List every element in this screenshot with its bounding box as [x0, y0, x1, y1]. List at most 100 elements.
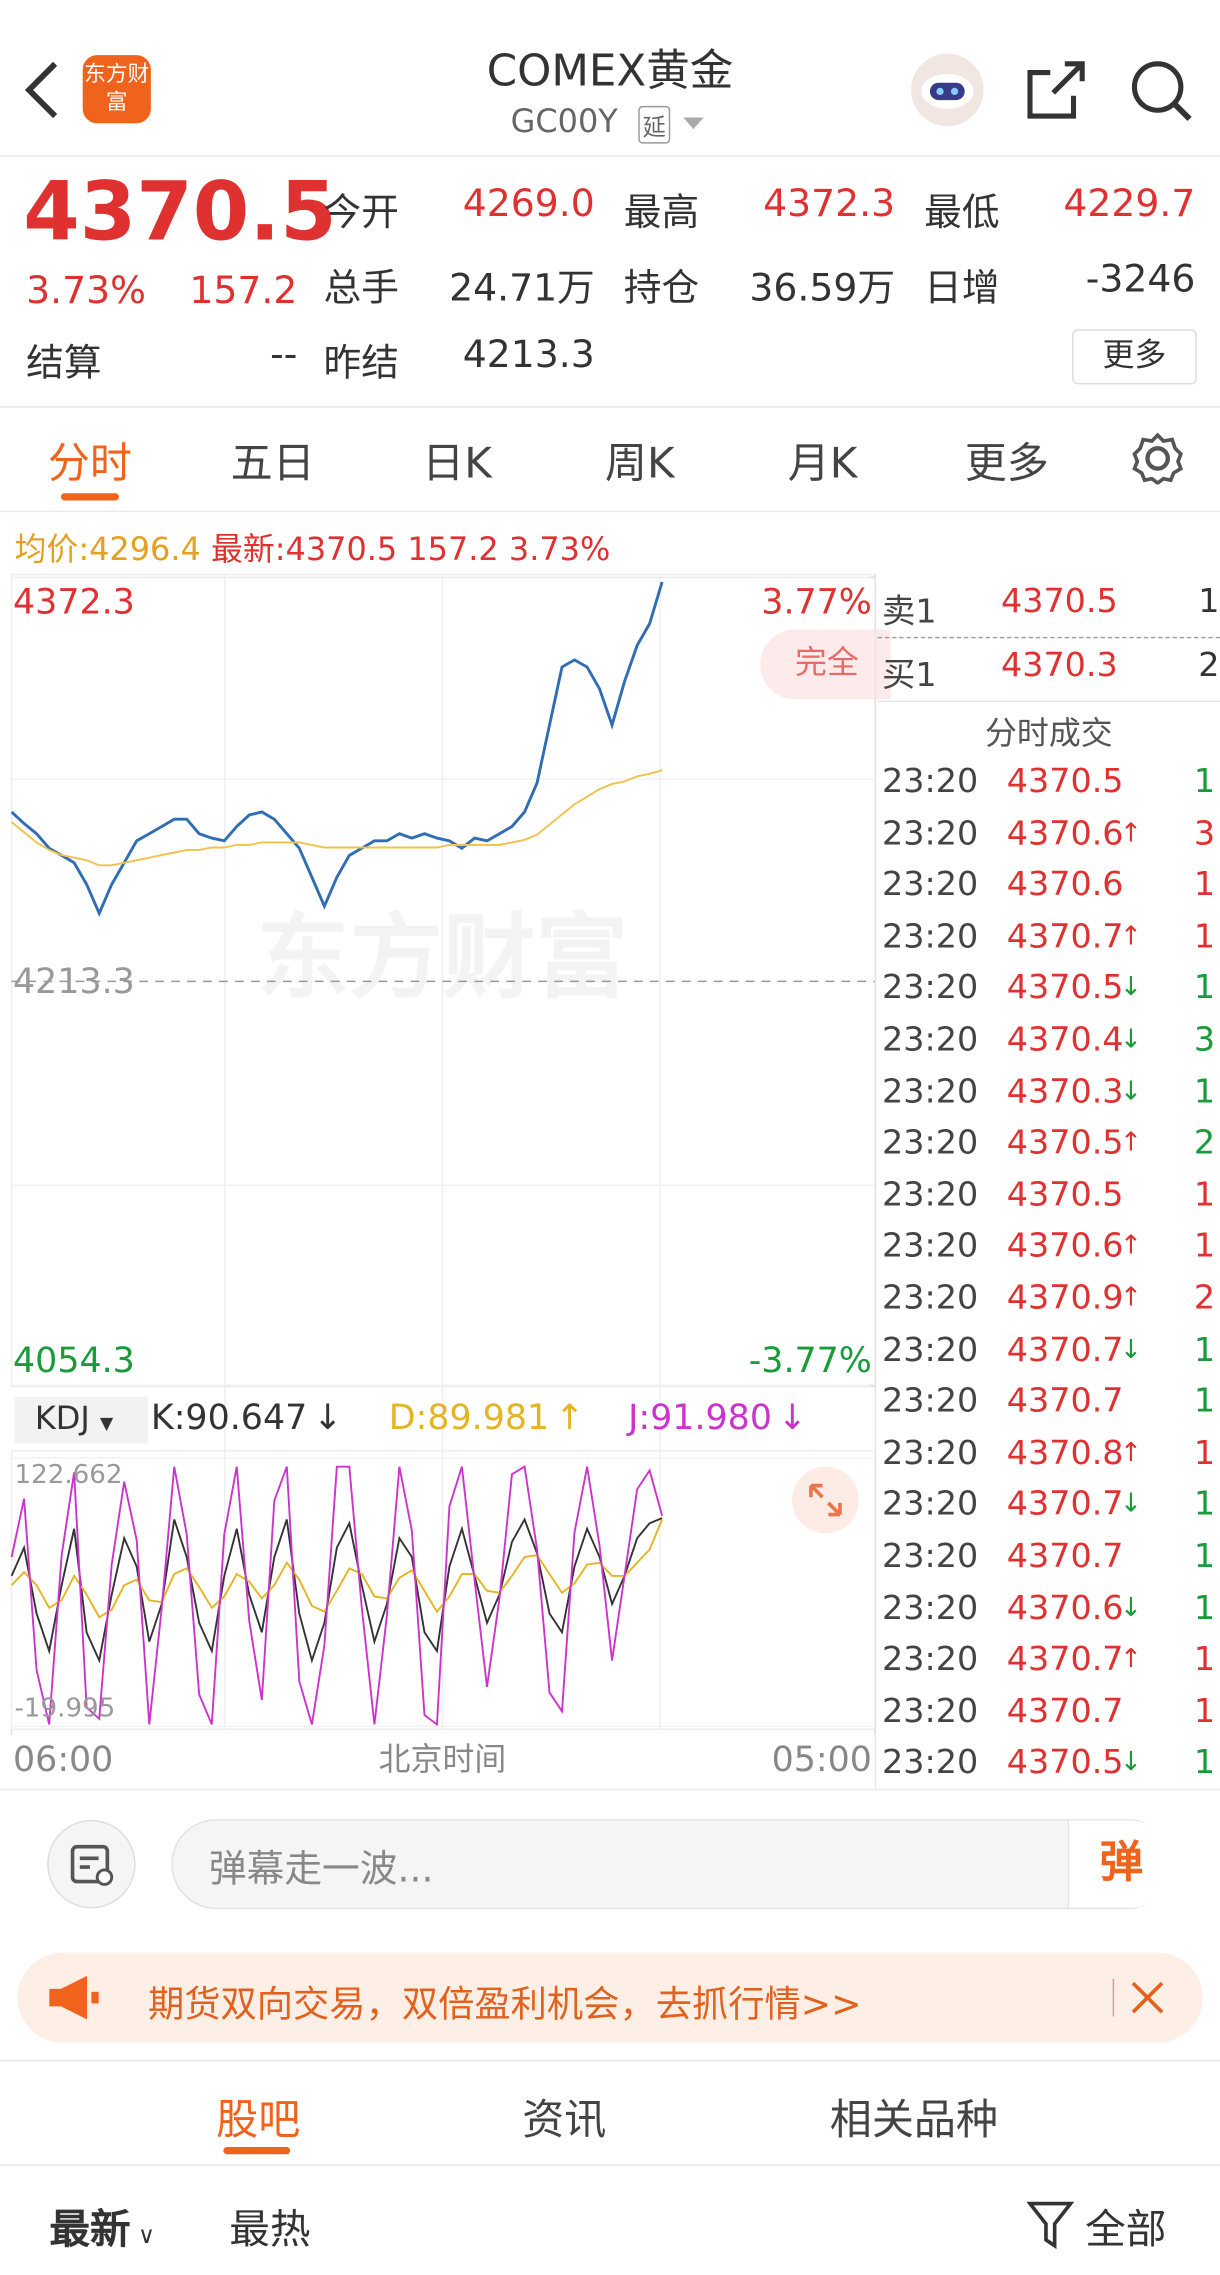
trade-time: 23:20 [882, 1021, 979, 1060]
indicator-select[interactable]: KDJ ▼ [14, 1397, 148, 1444]
trade-time: 23:20 [882, 1641, 979, 1679]
chart-tab[interactable]: 周K [604, 438, 675, 488]
bottom-tab[interactable]: 相关品种 [829, 2094, 999, 2145]
trade-volume: 1 [1193, 1641, 1216, 1679]
trade-direction: ↓ [1119, 972, 1142, 1004]
danmu-settings-button[interactable] [46, 1819, 136, 1909]
field-value: 4372.3 [763, 182, 896, 227]
kdj-value: J:91.980 ↓ [628, 1397, 807, 1438]
kdj-value: D:89.981 ↑ [389, 1397, 584, 1438]
book-volume: 2 [1198, 647, 1220, 685]
trade-price: 4370.5 [1006, 1744, 1124, 1783]
latest-change: 157.2 [407, 532, 499, 569]
trade-direction: ↑ [1119, 817, 1142, 849]
trade-time: 23:20 [882, 1537, 979, 1576]
indicator-name: KDJ [34, 1401, 90, 1438]
trade-direction: ↓ [1119, 1334, 1142, 1365]
y-tick-label: 4054.3 [13, 1341, 135, 1381]
chart-tab[interactable]: 更多 [964, 438, 1049, 488]
settle-label: 结算 [26, 342, 102, 386]
trade-price: 4370.6 [1006, 1589, 1124, 1628]
trade-price: 4370.7 [1006, 917, 1124, 956]
divider [0, 1788, 1220, 1791]
assistant-avatar[interactable] [910, 52, 985, 127]
page-title: COMEX黄金 [486, 46, 734, 98]
y-tick-label: 122.662 [15, 1460, 123, 1490]
trade-direction: ↓ [1119, 1747, 1142, 1778]
trade-time: 23:20 [882, 1486, 979, 1524]
settle-value: -- [270, 333, 298, 378]
y-tick-label: 4372.3 [13, 582, 135, 622]
trade-price: 4370.5 [1006, 1176, 1124, 1214]
app-logo: 东方财富 [82, 55, 151, 124]
danmu-send-button[interactable]: 弹 [1067, 1820, 1174, 1908]
field-value: 4213.3 [462, 333, 595, 378]
trade-price: 4370.7 [1006, 1692, 1124, 1731]
trade-volume: 1 [1193, 763, 1216, 801]
trade-price: 4370.6 [1006, 1227, 1124, 1266]
banner-text: 期货双向交易，双倍盈利机会，去抓行情>> [147, 1983, 862, 2026]
trade-price: 4370.5 [1006, 969, 1124, 1008]
trade-time: 23:20 [882, 1382, 979, 1421]
book-volume: 1 [1198, 583, 1220, 621]
trade-price: 4370.7 [1006, 1641, 1124, 1679]
search-button[interactable] [1129, 58, 1196, 125]
trade-time: 23:20 [882, 763, 979, 801]
book-price: 4370.3 [1000, 647, 1118, 685]
latest-label: 最新: [210, 532, 286, 569]
chart-tab[interactable]: 分时 [47, 438, 133, 488]
trade-time: 23:20 [882, 1279, 979, 1318]
fullscreen-button[interactable]: 完全 [760, 629, 891, 700]
panel-divider [874, 574, 877, 1789]
filter-button[interactable]: 全部 [1085, 2205, 1167, 2253]
sort-option-active[interactable]: 最新 ∨ [49, 2198, 155, 2256]
promo-banner[interactable] [17, 1952, 1203, 2043]
share-button[interactable] [1024, 58, 1088, 122]
trade-direction: ↓ [1119, 1075, 1142, 1107]
danmu-input[interactable] [171, 1819, 1173, 1910]
trade-time: 23:20 [882, 1434, 979, 1473]
settings-button[interactable] [1132, 432, 1184, 485]
field-value: 24.71万 [449, 266, 595, 311]
avg-label: 均价: [14, 532, 90, 569]
trade-volume: 1 [1193, 1176, 1216, 1214]
chart-tab[interactable]: 日K [422, 438, 492, 488]
divider [0, 510, 1220, 513]
change-value: 157.2 [189, 269, 298, 314]
chart-tab[interactable]: 五日 [230, 438, 315, 488]
divider [0, 2164, 1220, 2166]
trade-price: 4370.4 [1006, 1021, 1124, 1060]
danmu-placeholder: 弹幕走一波... [208, 1848, 434, 1892]
trade-time: 23:20 [882, 1176, 979, 1214]
kdj-trend: ↑ [554, 1397, 585, 1438]
trade-direction: ↓ [1119, 1024, 1142, 1055]
latest-change-pct: 3.73% [508, 532, 611, 569]
series-line [10, 1465, 664, 1727]
close-banner-button[interactable] [1129, 1979, 1167, 2017]
contract-code: GC00Y [510, 104, 618, 141]
trade-volume: 1 [1193, 1744, 1216, 1783]
expand-button[interactable] [791, 1465, 861, 1535]
sort-option[interactable]: 最热 [229, 2205, 311, 2253]
y2-tick-label: 3.77% [761, 582, 872, 622]
trade-time: 23:20 [882, 1744, 979, 1783]
x-tick-label: 05:00 [772, 1740, 872, 1780]
more-button[interactable]: 更多 [1072, 329, 1197, 385]
trade-direction: ↓ [1119, 1592, 1142, 1623]
bottom-tab[interactable]: 资讯 [522, 2094, 607, 2145]
chart-tab[interactable]: 月K [787, 438, 858, 488]
sort-label: 最新 [49, 2205, 131, 2253]
trade-direction: ↑ [1119, 1230, 1142, 1262]
back-button[interactable] [20, 58, 64, 122]
trade-price: 4370.7 [1006, 1486, 1124, 1524]
dropdown-icon[interactable] [682, 116, 705, 131]
trade-time: 23:20 [882, 969, 979, 1008]
kdj-trend: ↓ [313, 1397, 343, 1438]
trade-volume: 2 [1193, 1279, 1216, 1318]
trade-price: 4370.7 [1006, 1331, 1124, 1369]
book-divider [877, 636, 1220, 639]
trade-time: 23:20 [882, 917, 979, 956]
trade-price: 4370.5 [1006, 1124, 1124, 1163]
bottom-tab[interactable]: 股吧 [216, 2094, 301, 2145]
